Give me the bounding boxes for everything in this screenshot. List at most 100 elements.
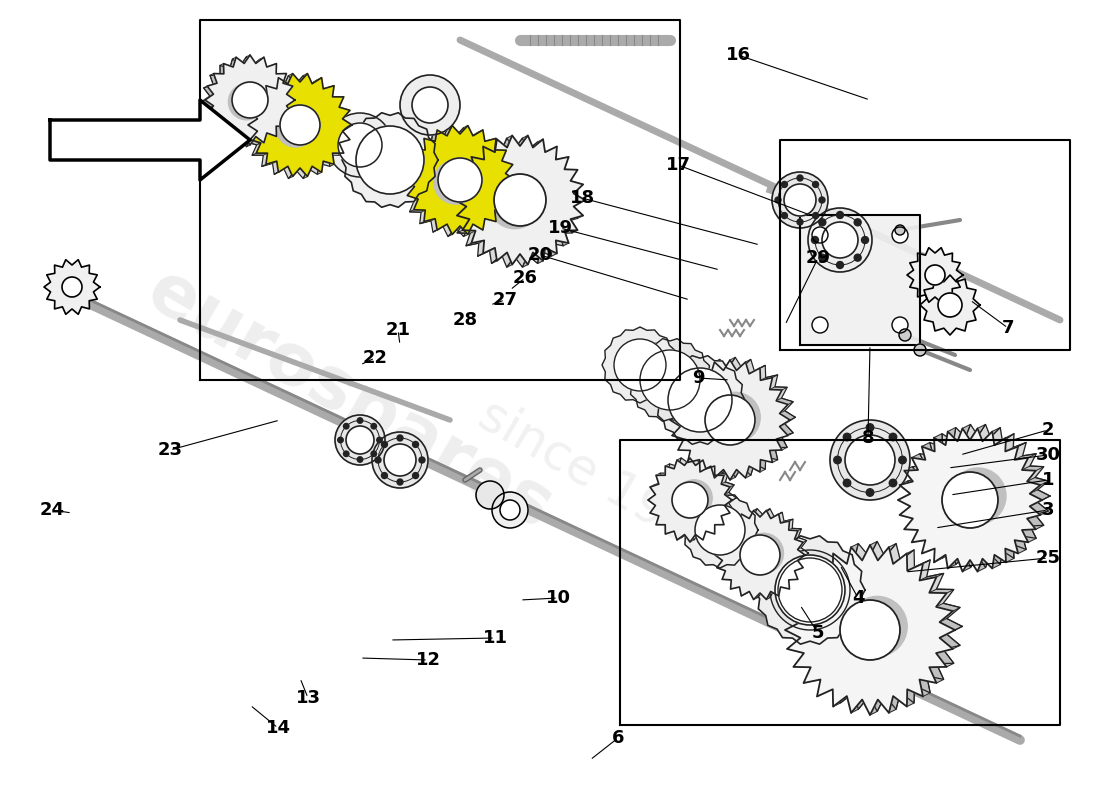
Text: 11: 11 [483, 629, 507, 647]
Polygon shape [939, 634, 960, 649]
Circle shape [899, 329, 911, 341]
Polygon shape [674, 458, 681, 469]
Circle shape [836, 262, 844, 269]
Circle shape [836, 211, 844, 218]
Circle shape [382, 473, 387, 478]
Polygon shape [654, 356, 745, 444]
Polygon shape [675, 358, 795, 478]
Text: 28: 28 [452, 311, 477, 329]
Polygon shape [409, 210, 426, 212]
Circle shape [372, 432, 428, 488]
Polygon shape [400, 128, 510, 237]
Polygon shape [939, 618, 962, 630]
Polygon shape [780, 410, 795, 420]
Text: 23: 23 [157, 441, 183, 459]
Circle shape [676, 480, 712, 516]
Circle shape [892, 227, 907, 243]
Polygon shape [722, 529, 729, 539]
Polygon shape [652, 456, 736, 540]
Polygon shape [342, 113, 438, 207]
Text: 9: 9 [692, 369, 704, 387]
Polygon shape [749, 366, 766, 374]
Polygon shape [688, 375, 695, 390]
Circle shape [711, 392, 760, 442]
Polygon shape [684, 456, 694, 466]
Polygon shape [793, 590, 811, 607]
Polygon shape [491, 150, 506, 152]
Polygon shape [246, 110, 257, 121]
Circle shape [343, 423, 349, 429]
Polygon shape [957, 424, 970, 442]
Polygon shape [760, 509, 770, 517]
Polygon shape [912, 454, 926, 470]
Polygon shape [252, 97, 261, 110]
Circle shape [781, 182, 788, 187]
Polygon shape [246, 140, 261, 145]
Circle shape [400, 75, 460, 135]
Circle shape [889, 434, 896, 441]
Circle shape [280, 105, 320, 145]
Circle shape [328, 113, 392, 177]
Circle shape [382, 442, 387, 447]
Polygon shape [455, 126, 468, 136]
Polygon shape [252, 153, 267, 155]
Polygon shape [334, 143, 343, 155]
Circle shape [770, 550, 850, 630]
Text: 24: 24 [40, 501, 65, 519]
Circle shape [705, 395, 755, 445]
Circle shape [895, 225, 905, 235]
Polygon shape [328, 153, 334, 166]
Polygon shape [339, 119, 352, 127]
Polygon shape [50, 100, 250, 180]
Polygon shape [672, 402, 685, 414]
Polygon shape [405, 126, 515, 234]
Polygon shape [204, 114, 217, 118]
Polygon shape [777, 398, 793, 405]
Polygon shape [628, 338, 712, 422]
Circle shape [232, 82, 268, 118]
Polygon shape [715, 510, 805, 599]
Polygon shape [648, 458, 732, 542]
Polygon shape [252, 58, 264, 66]
Polygon shape [1005, 442, 1026, 451]
Circle shape [640, 350, 700, 410]
Circle shape [419, 457, 425, 463]
Polygon shape [666, 464, 670, 475]
Text: 16: 16 [726, 46, 750, 64]
Text: 1: 1 [1042, 471, 1054, 489]
Circle shape [867, 424, 873, 431]
Circle shape [672, 482, 708, 518]
Polygon shape [922, 442, 934, 460]
Circle shape [798, 175, 803, 181]
Polygon shape [789, 578, 793, 589]
Text: eurospares: eurospares [135, 256, 565, 544]
Circle shape [336, 415, 385, 465]
Polygon shape [451, 215, 470, 222]
Circle shape [855, 219, 861, 226]
Polygon shape [328, 97, 343, 99]
Circle shape [812, 227, 828, 243]
Polygon shape [908, 248, 962, 302]
Polygon shape [283, 94, 295, 102]
Circle shape [822, 222, 858, 258]
Polygon shape [930, 664, 944, 683]
Polygon shape [893, 550, 914, 564]
Polygon shape [779, 585, 784, 596]
Polygon shape [904, 466, 921, 482]
Polygon shape [760, 375, 778, 380]
Circle shape [346, 426, 374, 454]
Polygon shape [982, 427, 1000, 442]
Circle shape [488, 177, 540, 229]
Polygon shape [507, 254, 520, 267]
Text: 6: 6 [612, 729, 625, 747]
Circle shape [925, 265, 945, 285]
Polygon shape [296, 74, 307, 84]
Polygon shape [450, 200, 466, 210]
Text: 27: 27 [493, 291, 517, 309]
Polygon shape [463, 224, 473, 237]
Circle shape [798, 219, 803, 225]
Polygon shape [936, 603, 960, 611]
Text: 17: 17 [666, 156, 691, 174]
Polygon shape [1005, 545, 1014, 562]
Polygon shape [262, 86, 267, 99]
